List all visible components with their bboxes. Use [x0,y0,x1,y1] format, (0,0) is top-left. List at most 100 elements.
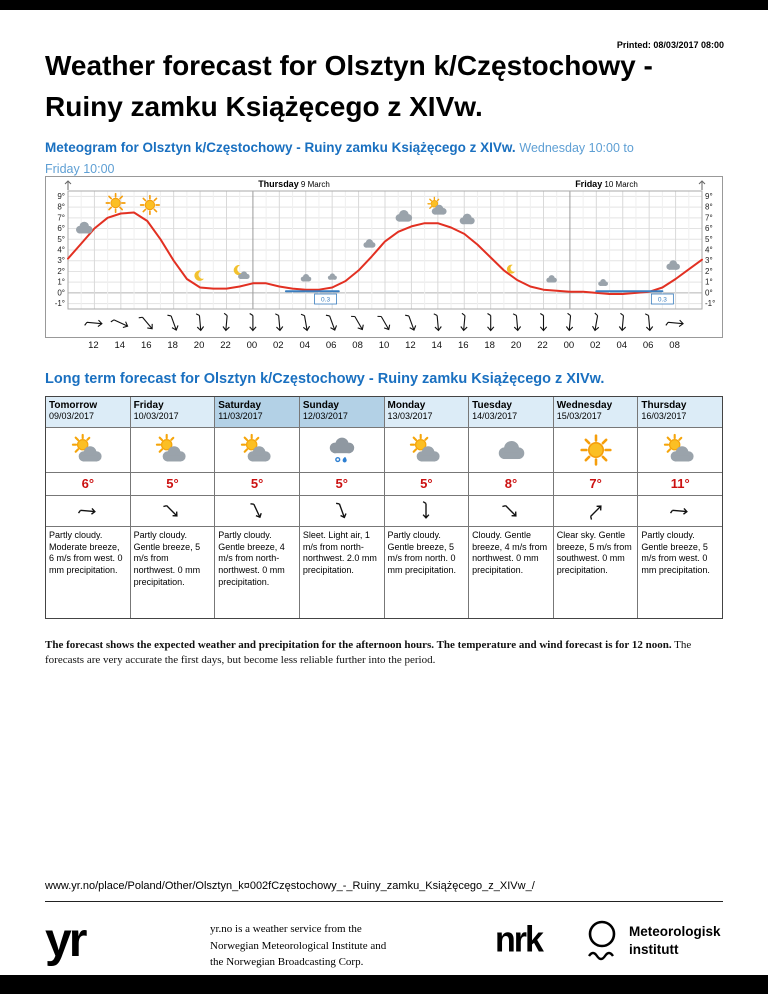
wind-arrow-icon [351,315,364,331]
forecast-description: Cloudy. Gentle breeze, 4 m/s from northw… [469,526,553,618]
sun-icon [105,192,126,214]
meteogram-chart: Thursday 9 March Friday 10 March 0.3 0.3 9° 9… [45,176,723,353]
meteogram-heading-text: Meteogram for Olsztyn k/Częstochowy - Ru… [45,140,516,155]
met-institute-logo: Meteorologisk institutt [585,919,721,963]
wind-arrow-icon [539,313,548,332]
day-date: 11/03/2017 [218,411,263,421]
hour-tick-label: 12 [405,340,416,351]
partly-cloud-moon-icon [233,265,250,279]
wind-arrow-icon [222,312,230,332]
footer-service-line1: yr.no is a weather service from the [210,923,362,935]
weather-icon-cell [130,427,215,472]
meteogram-heading: Meteogram for Olsztyn k/Częstochowy - Ru… [45,138,725,180]
met-name-line1: Meteorologisk [629,923,721,939]
svg-text:3°: 3° [57,256,65,265]
page-title-line1: Weather forecast for Olsztyn k/Częstocho… [45,50,653,81]
partly-cloudy-icon [240,433,274,467]
day-name: Tuesday [472,400,512,411]
met-institute-mark-icon [588,920,616,961]
forecast-day-column: Saturday 11/03/2017 5° Partly cloudy. Gentl… [214,397,299,618]
wind-arrow-icon [512,313,522,332]
hour-tick-label: 08 [352,340,363,351]
page-url: www.yr.no/place/Poland/Other/Olsztyn_k¤0… [45,880,723,902]
meteogram-range-line1: Wednesday 10:00 to [519,141,634,155]
day-name: Thursday [641,400,687,411]
svg-text:1°: 1° [705,278,713,287]
wind-arrow-icon [665,319,684,327]
wind-arrow-icon [433,313,442,332]
wind-direction-cell [638,495,722,526]
day-name: Friday [133,400,164,411]
wind-arrow-icon [377,315,391,331]
footnote: The forecast shows the expected weather … [45,638,723,668]
svg-text:2°: 2° [57,267,65,276]
hour-tick-label: 06 [325,340,337,351]
wind-arrow-icon [249,313,257,332]
met-institute-name: Meteorologisk institutt [629,923,721,959]
hour-tick-label: 10 [378,340,390,351]
svg-text:3°: 3° [705,256,713,265]
sun-icon [139,194,161,216]
forecast-description: Partly cloudy. Moderate breeze, 6 m/s fr… [46,526,130,618]
svg-text:2°: 2° [705,267,713,276]
weather-icon-cell [638,427,722,472]
temperature-value: 5° [384,472,469,495]
wind-direction-cell [130,495,215,526]
forecast-day-column: Friday 10/03/2017 5° Partly cloudy. Gentle … [129,397,215,618]
wind-arrow-icon [300,313,311,332]
wind-arrow-icon [77,507,96,515]
temperature-value: 5° [130,472,215,495]
wind-arrow-icon [167,314,179,331]
forecast-day-column: Thursday 16/03/2017 11° Partly cloudy. Gent… [637,397,722,618]
hour-tick-label: 16 [458,340,469,351]
wind-arrow-icon [565,312,574,332]
cloud-icon [666,260,680,270]
hour-tick-label: 04 [616,340,628,351]
svg-text:4°: 4° [705,246,713,255]
cloudy-icon [494,433,528,467]
partly-cloudy-icon [427,196,448,216]
forecast-day-column: Wednesday 15/03/2017 7° Clear sky. Gentle b… [552,397,638,618]
forecast-day-column: Tuesday 14/03/2017 8° Cloudy. Gentle breeze… [468,397,553,618]
day-date: 16/03/2017 [641,411,687,421]
wind-direction-cell [469,495,553,526]
svg-text:9°: 9° [57,192,65,201]
hour-tick-label: 22 [537,340,548,351]
wind-arrow-icon [405,314,417,331]
cloud-icon [459,213,475,225]
svg-text:0°: 0° [705,288,713,297]
met-name-line2: institutt [629,942,679,957]
bottom-black-bar [0,975,768,994]
svg-text:-1°: -1° [55,299,65,308]
wind-arrow-icon [195,313,205,332]
temperature-value: 6° [46,472,130,495]
svg-text:7°: 7° [57,213,65,222]
page-title: Weather forecast for Olsztyn k/Częstocho… [45,46,745,127]
meteogram-plot-area: Thursday 9 March Friday 10 March 0.3 0.3 9° 9… [45,176,723,338]
day-header: Monday 13/03/2017 [384,397,469,427]
day-date: 10/03/2017 [133,411,179,421]
temperature-value: 11° [638,472,722,495]
wind-arrow-icon [335,502,347,519]
day-name: Monday [387,400,426,411]
svg-text:5°: 5° [57,235,65,244]
svg-text:1°: 1° [57,278,65,287]
hour-tick-label: 14 [114,340,126,351]
hour-tick-label: 22 [220,340,231,351]
longterm-heading: Long term forecast for Olsztyn k/Częstoc… [45,371,605,387]
wind-arrow-icon [163,504,179,517]
moon-icon [194,270,205,281]
footnote-bold: The forecast shows the expected weather … [45,639,672,651]
day-header: Sunday 12/03/2017 [299,397,384,427]
svg-text:Friday 10 March: Friday 10 March [575,179,638,189]
temperature-value: 7° [553,472,638,495]
weather-icon-cell [469,427,553,472]
forecast-description: Partly cloudy. Gentle breeze, 5 m/s from… [130,526,215,618]
forecast-description: Partly cloudy. Gentle breeze, 5 m/s from… [384,526,469,618]
cloud-icon [327,273,337,280]
meteogram-svg: Thursday 9 March Friday 10 March 0.3 0.3 9° 9… [55,179,715,332]
hour-tick-label: 18 [484,340,495,351]
day-header: Thursday 16/03/2017 [638,397,722,427]
wind-arrow-icon [325,314,338,331]
